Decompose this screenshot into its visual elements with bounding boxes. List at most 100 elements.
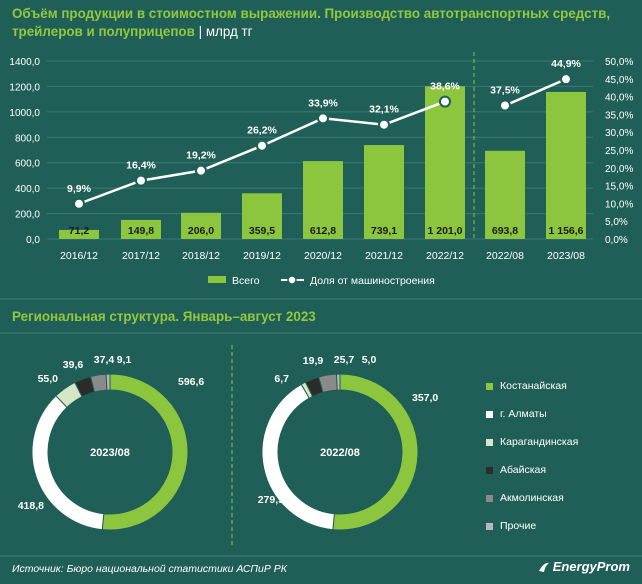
donut-slice (335, 373, 341, 391)
section-title: Региональная структура. Январь–август 20… (12, 309, 316, 324)
y2-tick-label: 35,0% (605, 110, 633, 121)
x-tick-label: 2020/12 (304, 250, 342, 262)
bar-value-label: 693,8 (492, 225, 518, 237)
share-value-label: 19,2% (186, 150, 216, 162)
share-point (317, 112, 329, 125)
x-tick-label: 2017/12 (122, 250, 160, 262)
share-point (195, 164, 207, 177)
y-tick-label: 1000,0 (9, 108, 40, 119)
bar-value-label: 71,2 (69, 225, 90, 237)
y2-tick-label: 40,0% (605, 93, 633, 104)
bar-line-chart: 71,2 149,8 206,0 359,5 612,8 739,1 1 201,0 693,… (9, 52, 633, 287)
share-value-label: 37,5% (490, 85, 520, 97)
legend-item: Прочие (486, 512, 578, 540)
y2-tick-label: 50,0% (605, 57, 633, 68)
share-point (256, 139, 268, 152)
y-tick-label: 400,0 (15, 184, 40, 195)
x-tick-label: 2021/12 (365, 250, 403, 262)
bar (485, 150, 525, 239)
y-tick-label: 200,0 (15, 210, 40, 221)
y2-tick-label: 30,0% (605, 128, 633, 139)
y2-tick-label: 10,0% (605, 199, 633, 210)
donut-value-label: 357,0 (412, 392, 438, 404)
donut-value-label: 9,1 (117, 354, 132, 366)
y2-tick-label: 0,0% (605, 235, 628, 246)
bar-value-label: 739,1 (371, 225, 397, 237)
donut-value-label: 25,7 (334, 354, 355, 366)
share-point (135, 174, 147, 187)
donut-value-label: 5,0 (362, 354, 377, 366)
bar (181, 212, 221, 239)
legend-item: Абайская (486, 456, 578, 484)
bar (364, 145, 404, 239)
share-point (439, 95, 451, 108)
divider-1 (0, 298, 642, 300)
legend-swatch-marker (287, 275, 297, 285)
y2-tick-label: 15,0% (605, 182, 633, 193)
x-tick-label: 2022/08 (486, 250, 524, 262)
bar (303, 161, 343, 239)
x-tick-label: 2023/08 (547, 250, 585, 262)
legend-label: Карагандинская (500, 436, 579, 448)
bar (121, 219, 161, 239)
share-line (504, 78, 567, 107)
donut-value-label: 37,4 (94, 354, 115, 366)
donut-value-label: 596,6 (178, 376, 204, 388)
chart-title: Объём продукции в стоимостном выражении.… (12, 6, 611, 39)
y2-tick-label: 20,0% (605, 164, 633, 175)
legend-swatch-bar (208, 276, 226, 283)
legend-swatch (486, 382, 493, 390)
share-value-label: 9,9% (67, 183, 92, 195)
bar-value-label: 1 156,6 (548, 225, 583, 237)
share-point (378, 118, 390, 131)
y-tick-label: 800,0 (15, 133, 40, 144)
y-tick-label: 1400,0 (9, 57, 40, 68)
bar (59, 229, 99, 239)
bar (242, 193, 282, 239)
donut-legend: Костанайская г. Алматы Карагандинская Абайс… (486, 372, 578, 540)
bar (425, 86, 465, 240)
x-tick-label: 2016/12 (60, 250, 98, 262)
donut-value-label: 55,0 (38, 373, 59, 385)
energyprom-logo: EnergyProm (538, 559, 630, 574)
y2-tick-label: 25,0% (605, 146, 633, 157)
share-value-label: 44,9% (551, 58, 581, 70)
legend-swatch (486, 494, 493, 502)
donut-value-label: 418,8 (18, 500, 44, 512)
donut-value-label: 19,9 (303, 355, 324, 367)
y-tick-label: 1200,0 (9, 82, 40, 93)
legend-swatch (486, 466, 493, 474)
donut-value-label: 6,7 (274, 373, 289, 385)
legend-swatch (486, 438, 493, 446)
y-tick-label: 600,0 (15, 159, 40, 170)
legend-label: Акмолинская (500, 492, 564, 504)
donut-charts: 2023/08 596,6 418,8 55,0 39,6 37,4 9,1 2022/08 3… (18, 345, 438, 547)
x-tick-label: 2019/12 (243, 250, 281, 262)
legend-label: Доля от машиностроения (310, 275, 435, 287)
y2-tick-label: 45,0% (605, 75, 633, 86)
share-value-label: 26,2% (247, 125, 277, 137)
share-point (499, 99, 511, 112)
bar (546, 91, 586, 240)
bar-value-label: 206,0 (188, 225, 214, 237)
bar-value-label: 149,8 (128, 225, 154, 237)
divider-2 (0, 332, 642, 334)
donut-center-label: 2023/08 (90, 447, 130, 459)
legend-label: Абайская (500, 464, 547, 476)
donut-center-label: 2022/08 (320, 447, 360, 459)
bar-value-label: 612,8 (310, 225, 336, 237)
share-value-label: 16,4% (126, 160, 156, 172)
x-tick-label: 2022/12 (426, 250, 464, 262)
donut-slice (105, 373, 111, 391)
bar-value-label: 1 201,0 (427, 225, 462, 237)
unit-label: млрд тг (205, 24, 253, 39)
x-tick-label: 2018/12 (182, 250, 220, 262)
source-note: Источник: Бюро национальной статистики А… (12, 563, 287, 575)
legend-swatch (486, 522, 493, 530)
y2-tick-label: 5,0% (605, 217, 628, 228)
y-tick-label: 0,0 (26, 235, 40, 246)
divider-3 (0, 555, 642, 557)
logo-icon (538, 562, 549, 572)
share-value-label: 33,9% (308, 97, 338, 109)
